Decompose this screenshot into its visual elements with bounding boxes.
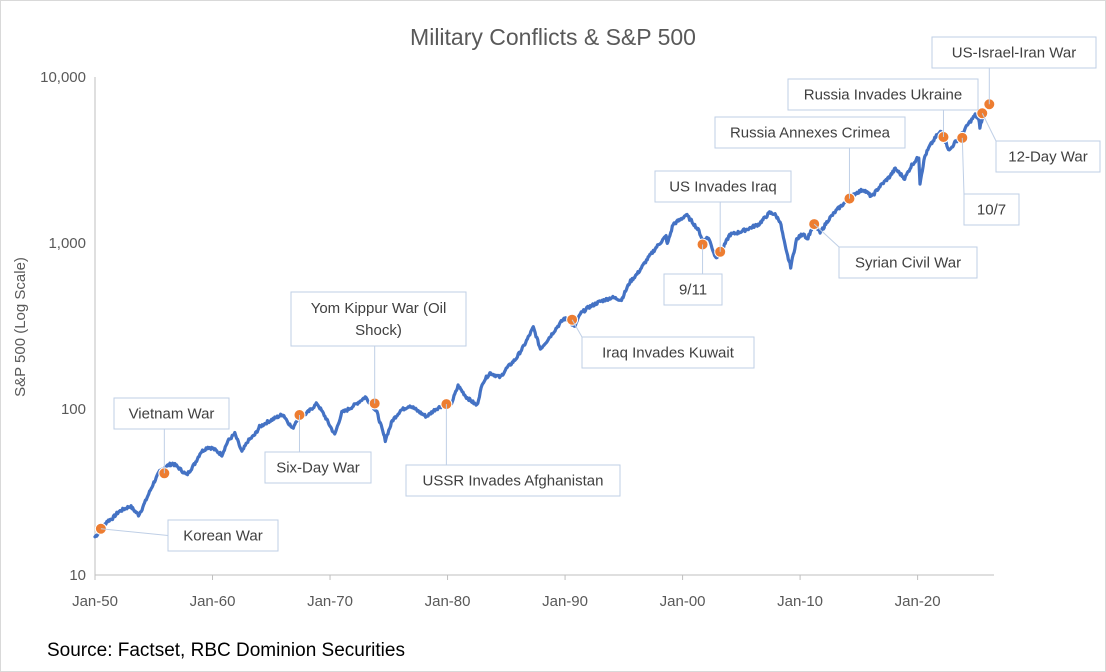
event-callout-box <box>963 193 1020 226</box>
chart-title: Military Conflicts & S&P 500 <box>410 24 696 50</box>
event-label: Six-Day War <box>276 460 360 477</box>
y-ticks: 10 100 1,000 10,000 <box>40 69 86 584</box>
series-line-0 <box>93 102 993 539</box>
event-label: Syrian Civil War <box>855 255 961 272</box>
event-callout-box <box>405 464 621 497</box>
event-label: Russia Annexes Crimea <box>730 125 891 142</box>
event-leader-line <box>981 113 997 142</box>
x-tick-label: Jan-20 <box>895 593 941 610</box>
event-callout-box <box>995 140 1101 173</box>
x-tick-label: Jan-80 <box>425 593 471 610</box>
y-tick-label: 10,000 <box>40 69 86 86</box>
event-callout-box <box>264 451 372 484</box>
y-tick-label: 100 <box>61 401 86 418</box>
event-callout-box <box>663 273 723 306</box>
event-label: Vietnam War <box>129 406 215 423</box>
event-callout-box <box>581 336 755 369</box>
event-callout-box <box>113 397 230 430</box>
event-leader-line <box>100 528 169 536</box>
event-label: Russia Invades Ukraine <box>804 87 962 104</box>
y-tick-label: 10 <box>69 567 86 584</box>
event-label: 12-Day War <box>1008 149 1087 166</box>
x-tick-label: Jan-90 <box>542 593 588 610</box>
event-label: Shock) <box>355 322 402 339</box>
event-callout-box <box>714 116 906 149</box>
event-label: Iraq Invades Kuwait <box>602 345 735 362</box>
event-annotations: Korean War Vietnam War Six-Day War Yom Kipp… <box>100 36 1101 552</box>
x-tick-label: Jan-00 <box>660 593 706 610</box>
event-leader-line <box>961 137 965 195</box>
event-label: US Invades Iraq <box>669 179 777 196</box>
x-tick-label: Jan-50 <box>72 593 118 610</box>
event-label: USSR Invades Afghanistan <box>423 473 604 490</box>
event-callout-box <box>290 291 467 347</box>
event-callout-box <box>931 36 1097 69</box>
event-label: 10/7 <box>977 202 1006 219</box>
x-tick-label: Jan-60 <box>190 593 236 610</box>
x-ticks: Jan-50 Jan-60 Jan-70 Jan-80 Jan-90 Jan-00 Jan-… <box>72 575 941 610</box>
source-note: Source: Factset, RBC Dominion Securities <box>47 640 405 661</box>
y-tick-label: 1,000 <box>48 235 86 252</box>
x-tick-label: Jan-10 <box>777 593 823 610</box>
event-label: Yom Kippur War (Oil <box>311 300 447 317</box>
x-tick-label: Jan-70 <box>307 593 353 610</box>
event-leader-line <box>813 223 840 248</box>
event-label: Korean War <box>183 528 262 545</box>
event-leader-line <box>571 319 583 338</box>
event-label: 9/11 <box>679 282 707 299</box>
event-callout-box <box>167 519 279 552</box>
event-callout-box <box>654 170 792 203</box>
event-label: US-Israel-Iran War <box>952 45 1076 62</box>
event-callout-box <box>838 246 978 279</box>
y-axis-label: S&P 500 (Log Scale) <box>12 257 29 397</box>
series-layer <box>93 102 993 539</box>
event-callout-box <box>787 78 979 111</box>
